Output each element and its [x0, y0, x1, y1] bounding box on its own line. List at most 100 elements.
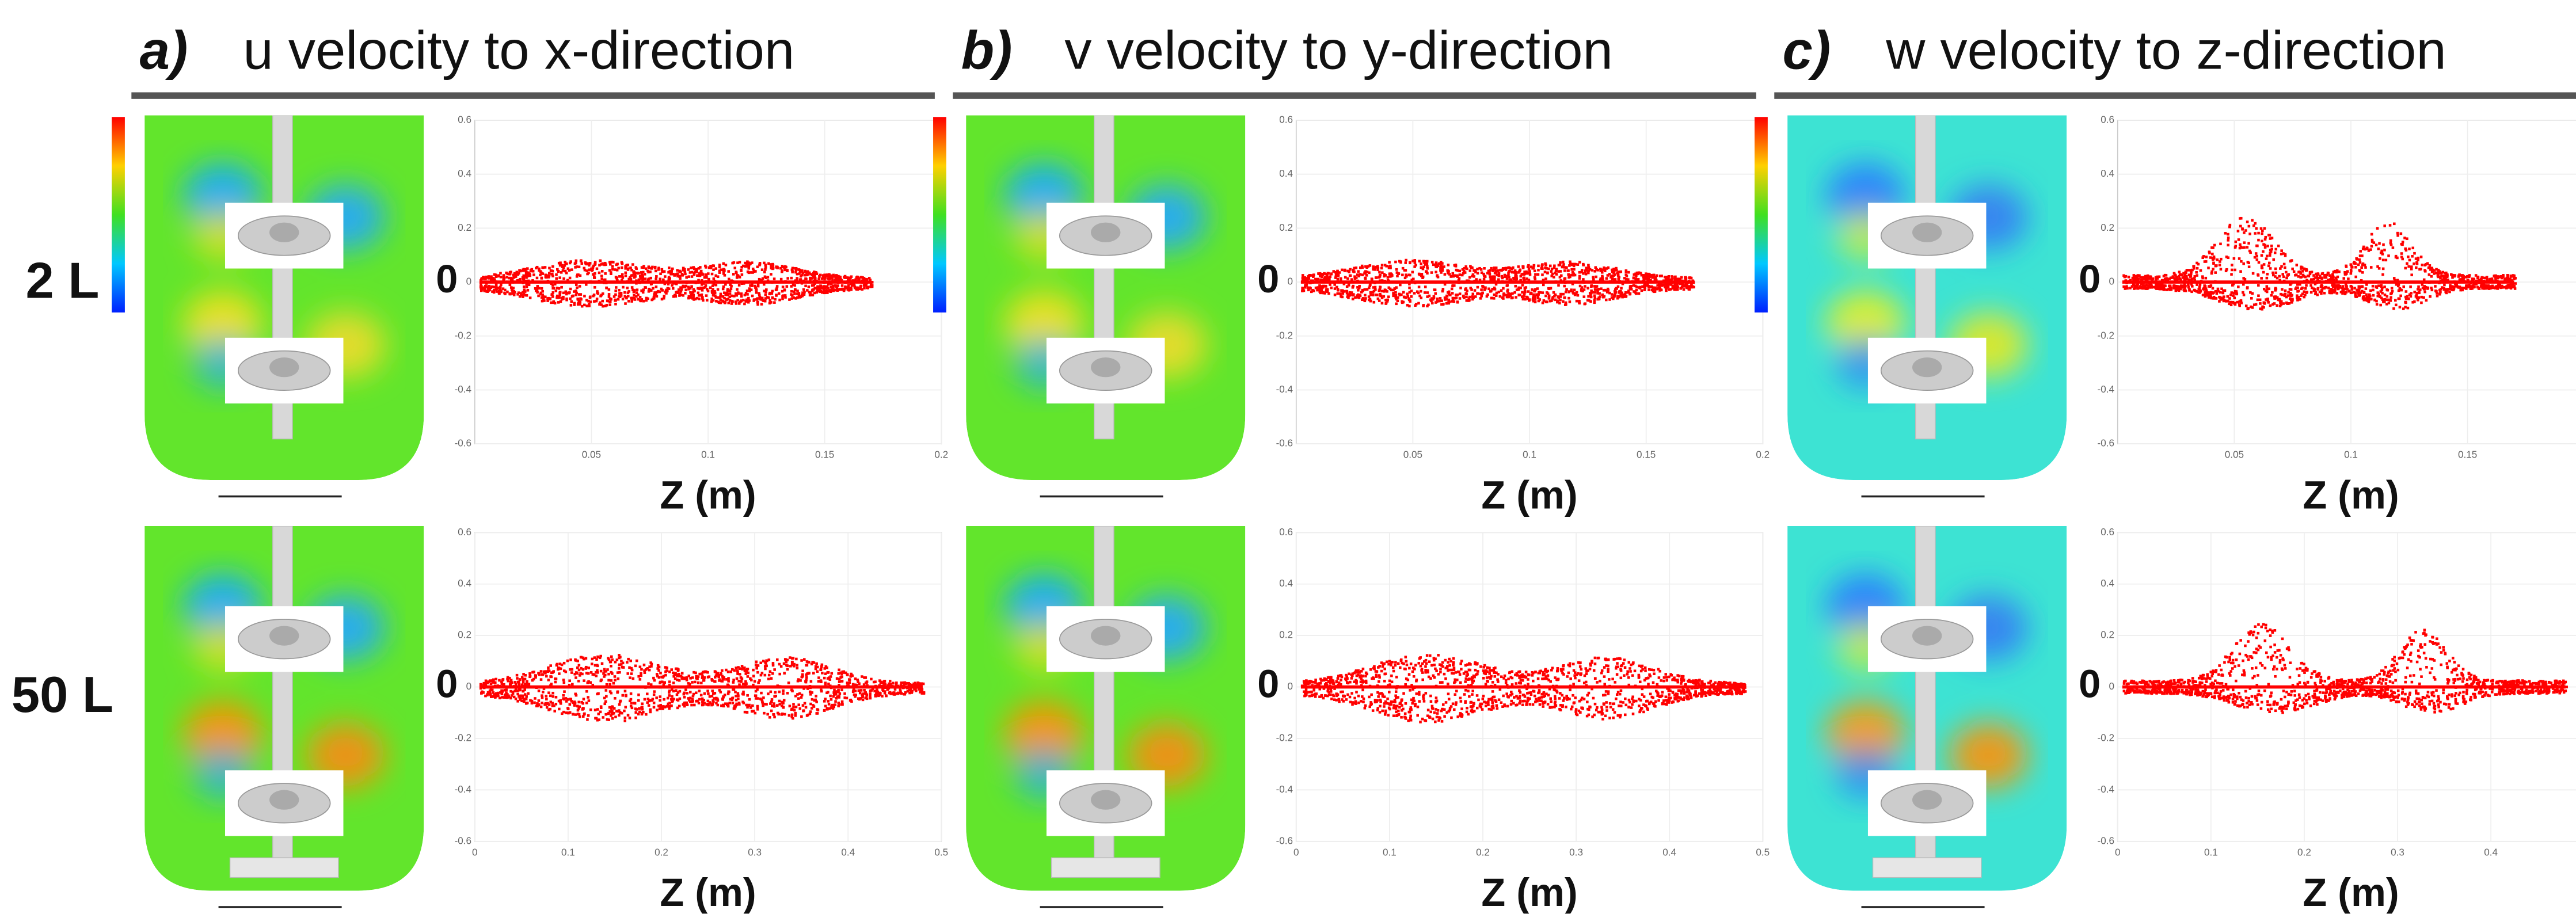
cloud-dot [827, 691, 830, 694]
row-label: 50 L [12, 666, 113, 723]
cloud-dot [1652, 288, 1655, 291]
cloud-dot [778, 700, 781, 703]
cloud-dot [1352, 294, 1354, 297]
cloud-dot [1353, 271, 1356, 273]
cloud-dot [624, 265, 627, 268]
cloud-dot [629, 676, 631, 679]
cloud-dot [672, 295, 675, 298]
cloud-dot [639, 678, 642, 681]
cloud-dot [1369, 298, 1372, 301]
cloud-dot [550, 672, 553, 675]
cloud-dot [803, 658, 806, 661]
x-tick-label: 0.3 [1569, 847, 1583, 858]
cloud-dot [640, 672, 642, 675]
cloud-dot [630, 296, 633, 299]
cloud-dot [751, 704, 754, 707]
cloud-dot [648, 266, 650, 269]
cloud-dot [904, 681, 907, 684]
cloud-dot [1550, 299, 1553, 302]
cloud-dot [697, 681, 700, 684]
cloud-dot [655, 696, 658, 699]
cloud-dot [558, 276, 561, 279]
cloud-dot [744, 265, 747, 268]
cloud-dot [724, 294, 727, 296]
zero-label: 0 [1257, 662, 1279, 706]
cloud-dot [1413, 292, 1416, 295]
cloud-dot [573, 302, 576, 304]
cloud-dot [659, 707, 661, 710]
cloud-dot [1508, 271, 1510, 273]
cloud-dot [788, 714, 791, 717]
cloud-dot [783, 672, 786, 675]
cloud-dot [764, 268, 767, 271]
cloud-dot [1340, 277, 1342, 280]
cloud-dot [580, 667, 583, 670]
cloud-dot [551, 695, 554, 698]
cloud-dot [1577, 294, 1580, 297]
cloud-dot [596, 656, 599, 658]
cloud-dot [522, 695, 524, 698]
cloud-dot [1547, 292, 1550, 295]
cloud-dot [615, 286, 618, 289]
cloud-dot [1515, 682, 1518, 685]
cloud-dot [811, 698, 814, 701]
cloud-dot [677, 699, 680, 702]
cloud-dot [539, 273, 542, 276]
cloud-dot [690, 294, 692, 297]
cloud-dot [1403, 269, 1406, 272]
cloud-dot [559, 662, 562, 665]
cloud-dot [584, 261, 587, 264]
cloud-dot [513, 690, 516, 692]
cloud-dot [1426, 267, 1429, 270]
cloud-dot [843, 696, 846, 699]
cloud-dot [1405, 259, 1407, 262]
cloud-dot [1454, 297, 1457, 300]
cloud-dot [671, 284, 674, 287]
cloud-dot [634, 711, 637, 714]
cloud-dot [1409, 262, 1411, 265]
cloud-dot [1343, 290, 1346, 293]
cloud-dot [1494, 268, 1497, 271]
cloud-dot [558, 292, 561, 295]
cloud-dot [1387, 287, 1390, 290]
cloud-dot [562, 277, 565, 280]
cloud-dot [766, 296, 769, 299]
cloud-dot [820, 665, 823, 668]
cloud-dot [587, 714, 590, 717]
cloud-dot [782, 692, 785, 695]
cloud-dot [1525, 286, 1528, 289]
cloud-dot [1361, 273, 1364, 276]
cloud-dot [656, 709, 659, 711]
cloud-dot [697, 287, 699, 290]
cloud-dot [1312, 275, 1315, 277]
cloud-dot [701, 676, 704, 679]
cloud-dot [636, 288, 639, 291]
cloud-dot [1515, 695, 1518, 698]
cloud-dot [563, 690, 566, 693]
cloud-dot [617, 710, 620, 713]
cloud-dot [1604, 289, 1607, 292]
cloud-dot [568, 269, 571, 272]
cloud-dot [1321, 287, 1323, 290]
cloud-dot [837, 672, 840, 675]
cloud-dot [683, 692, 686, 695]
cloud-dot [722, 285, 725, 288]
cloud-dot [1330, 287, 1333, 290]
cloud-dot [1558, 708, 1561, 711]
cloud-dot [754, 680, 756, 683]
cloud-dot [1528, 267, 1531, 270]
cloud-dot [1652, 276, 1654, 279]
x-tick-label: 0.1 [701, 450, 715, 460]
cloud-dot [1511, 292, 1514, 295]
cloud-dot [528, 274, 531, 277]
cloud-dot [772, 713, 775, 716]
y-tick-label: 0.2 [458, 222, 471, 233]
cloud-dot [849, 276, 852, 279]
cloud-dot [1506, 290, 1509, 293]
cloud-dot [663, 698, 665, 701]
x-tick-label: 0.15 [815, 450, 834, 460]
cloud-dot [519, 695, 522, 698]
cloud-dot [790, 297, 793, 300]
cloud-dot [789, 665, 792, 668]
cloud-dot [1356, 294, 1359, 297]
